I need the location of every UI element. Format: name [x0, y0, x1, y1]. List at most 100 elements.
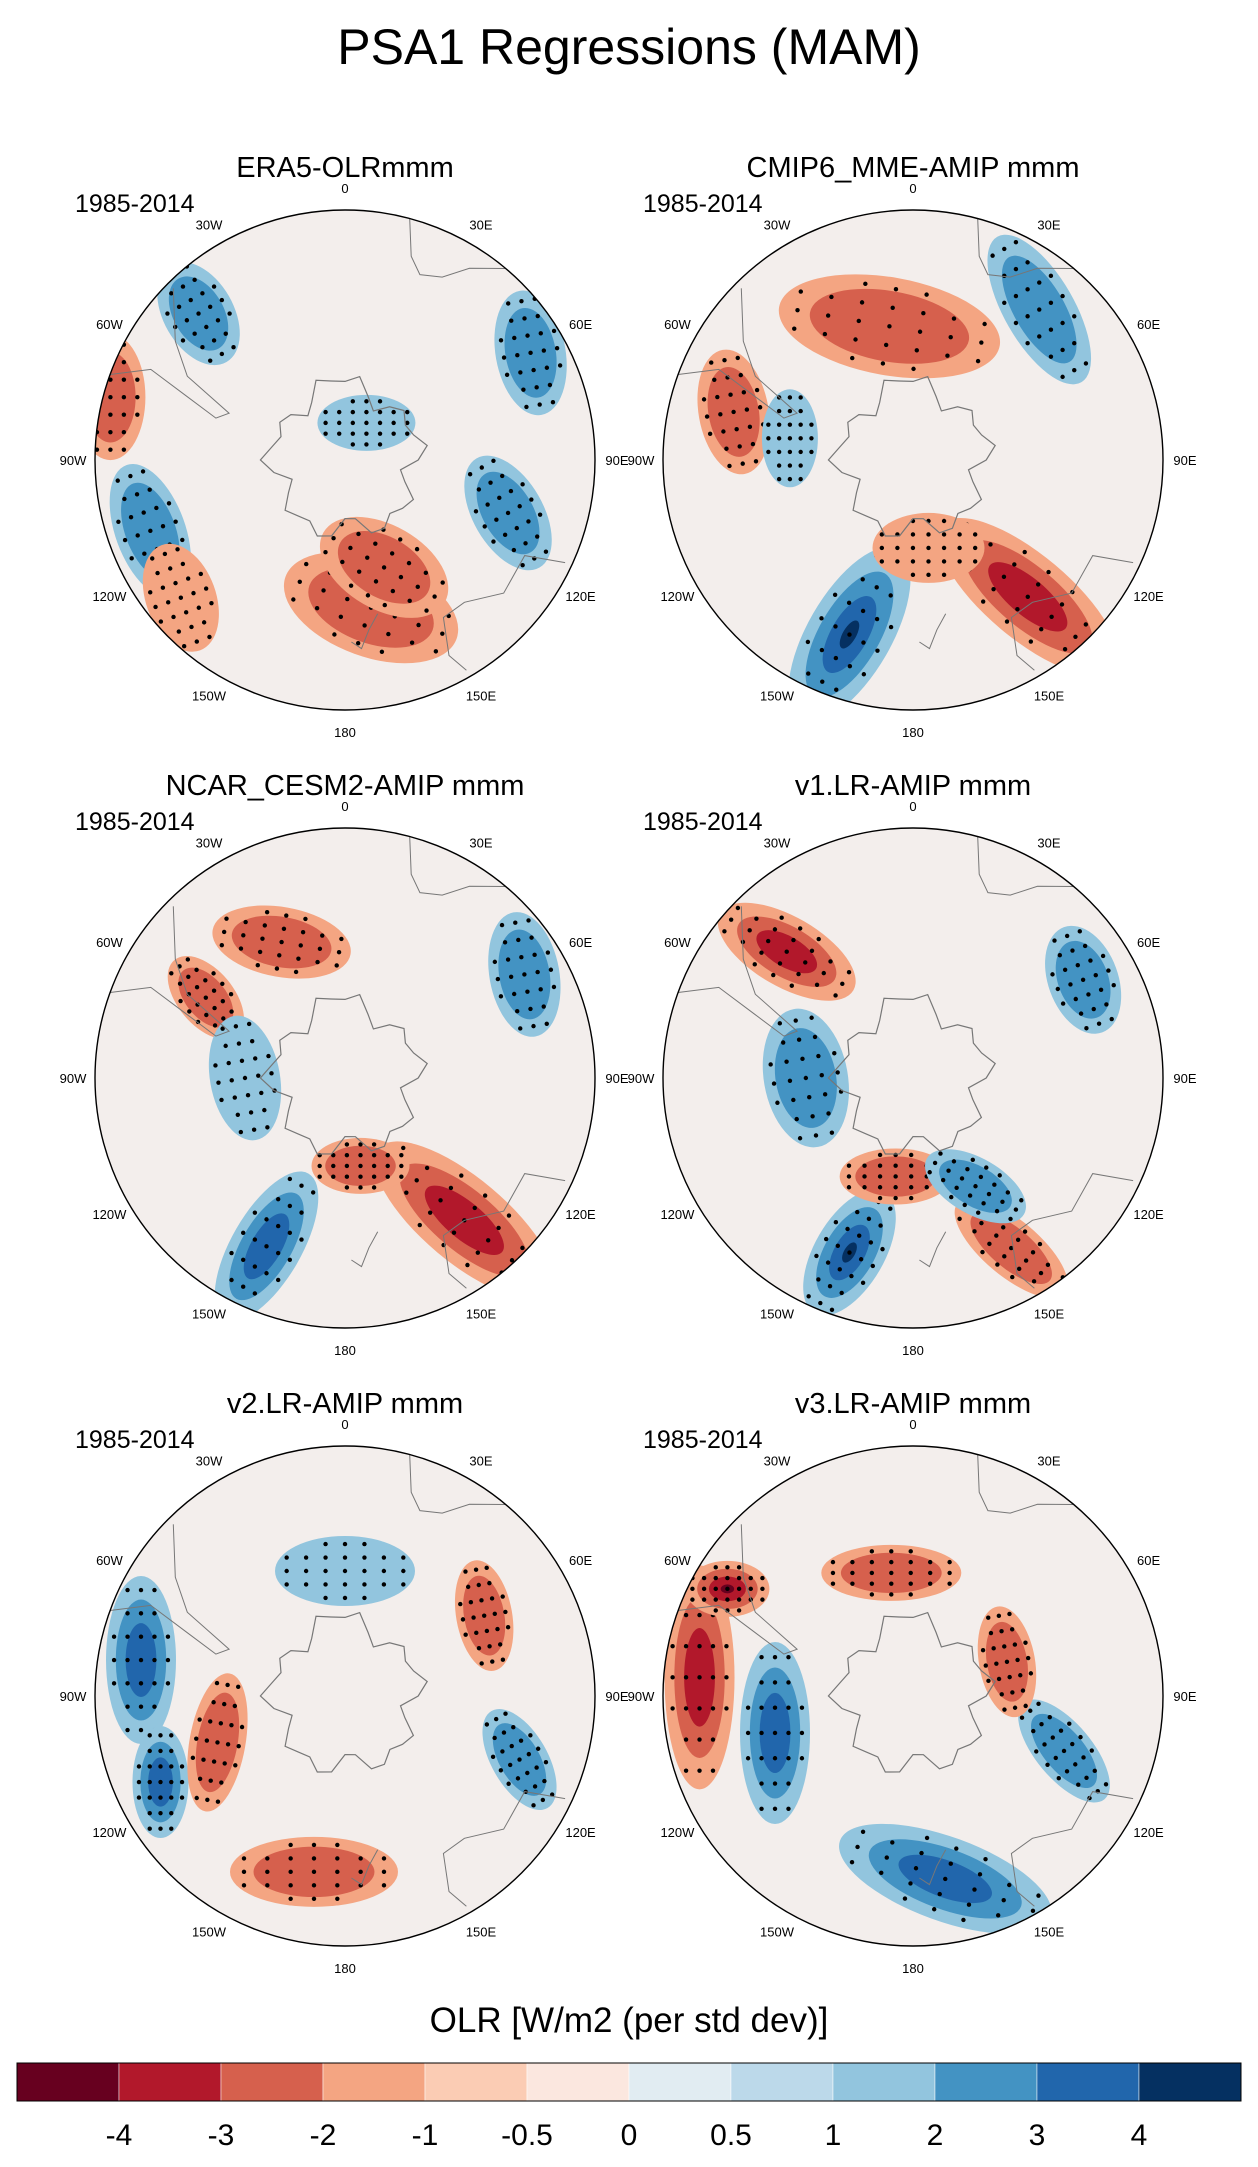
- stipple-dot: [701, 397, 707, 402]
- stipple-dot: [501, 355, 507, 360]
- stipple-dot: [786, 1756, 791, 1761]
- stipple-dot: [697, 1768, 702, 1773]
- stipple-dot: [389, 551, 395, 556]
- stipple-dot: [427, 1210, 433, 1215]
- stipple-dot: [201, 620, 207, 625]
- longitude-label: 60E: [569, 1553, 592, 1568]
- stipple-dot: [780, 1040, 786, 1045]
- stipple-dot: [861, 672, 867, 677]
- stipple-dot: [135, 412, 140, 417]
- stipple-dot: [725, 1575, 730, 1581]
- stipple-dot: [877, 1163, 883, 1168]
- stipple-dot: [297, 579, 302, 584]
- stipple-dot: [759, 1781, 764, 1786]
- stipple-dot: [1089, 1748, 1094, 1753]
- stipple-dot: [787, 436, 793, 441]
- stipple-dot: [140, 469, 146, 474]
- stipple-dot: [175, 547, 180, 552]
- stipple-dot: [358, 1869, 363, 1875]
- stipple-group: [701, 355, 766, 469]
- stipple-group: [792, 553, 907, 708]
- stipple-dot: [840, 981, 845, 987]
- stipple-group: [241, 1842, 387, 1901]
- stipple-dot: [458, 1601, 463, 1607]
- stipple-dot: [239, 1058, 245, 1063]
- stipple-dot: [859, 300, 865, 305]
- stipple-dot: [766, 436, 771, 441]
- stipple-dot: [806, 703, 811, 708]
- stipple-dot: [850, 355, 855, 361]
- stipple-dot: [355, 640, 361, 646]
- stipple-dot: [759, 950, 764, 955]
- stipple-dot: [987, 1241, 992, 1247]
- stipple-dot: [721, 429, 726, 434]
- africa-coastline: [977, 218, 1074, 278]
- stipple-dot: [440, 631, 445, 636]
- stipple-dot: [1037, 334, 1042, 339]
- stipple-dot: [323, 1595, 328, 1601]
- stipple-group: [498, 296, 563, 410]
- stipple-dot: [722, 358, 727, 363]
- stipple-dot: [1005, 1190, 1011, 1195]
- stipple-dot: [816, 1053, 821, 1059]
- stipple-dot: [670, 1706, 675, 1711]
- stipple-dot: [371, 1142, 377, 1147]
- stipple-dot: [855, 1844, 860, 1850]
- stipple-dot: [482, 524, 487, 529]
- stipple-dot: [994, 1208, 1000, 1214]
- stipple-dot: [287, 1257, 293, 1262]
- stipple-dot: [1039, 626, 1044, 632]
- stipple-dot: [386, 631, 391, 637]
- stipple-dot: [498, 994, 504, 999]
- longitude-label: 180: [902, 725, 924, 740]
- stipple-dot: [201, 1757, 206, 1762]
- stipple-dot: [335, 1842, 340, 1848]
- stipple-dot: [251, 1127, 257, 1132]
- stipple-dot: [526, 918, 531, 923]
- stipple-dot: [465, 1584, 471, 1590]
- stipple-dot: [718, 412, 723, 417]
- stipple-dot: [362, 1582, 367, 1587]
- longitude-label: 60E: [1137, 1553, 1160, 1568]
- stipple-dot: [362, 1541, 367, 1547]
- stipple-dot: [136, 1779, 142, 1785]
- stipple-dot: [1031, 1728, 1036, 1734]
- stipple-dot: [809, 436, 814, 441]
- stipple-dot: [240, 1311, 246, 1316]
- stipple-dot: [296, 956, 301, 961]
- stipple-dot: [311, 1856, 317, 1861]
- stipple-dot: [1001, 1225, 1006, 1230]
- stipple-dot: [495, 1626, 500, 1632]
- stipple-group: [323, 399, 410, 447]
- stipple-dot: [1048, 273, 1054, 279]
- longitude-label: 90E: [605, 453, 628, 468]
- stipple-dot: [291, 597, 296, 602]
- antarctica-coastline: [259, 1611, 428, 1773]
- stipple-dot: [959, 1176, 965, 1181]
- stipple-dot: [108, 429, 113, 435]
- stipple-dot: [147, 1779, 152, 1785]
- stipple-dot: [191, 590, 196, 596]
- stipple-dot: [1002, 1254, 1007, 1259]
- stipple-dot: [207, 634, 212, 640]
- stipple-dot: [908, 1195, 914, 1201]
- stipple-dot: [787, 408, 793, 414]
- stipple-dot: [887, 324, 892, 329]
- stipple-dot: [537, 402, 542, 407]
- stipple-dot: [745, 1705, 751, 1710]
- stipple-dot: [377, 420, 383, 426]
- stipple-dot: [385, 1152, 390, 1158]
- stipple-dot: [798, 463, 803, 468]
- stipple-dot: [225, 1682, 230, 1688]
- stipple-dot: [531, 1023, 536, 1029]
- stipple-dot: [342, 1568, 348, 1574]
- stipple-dot: [738, 372, 743, 378]
- stipple-dot: [138, 1704, 144, 1709]
- stipple-dot: [792, 326, 797, 331]
- stipple-dot: [179, 1764, 185, 1769]
- stipple-dot: [1098, 987, 1104, 992]
- stipple-dot: [405, 420, 410, 426]
- stipple-dot: [1061, 1748, 1067, 1754]
- stipple-dot: [544, 1021, 549, 1026]
- period-label: 1985-2014: [643, 1426, 763, 1454]
